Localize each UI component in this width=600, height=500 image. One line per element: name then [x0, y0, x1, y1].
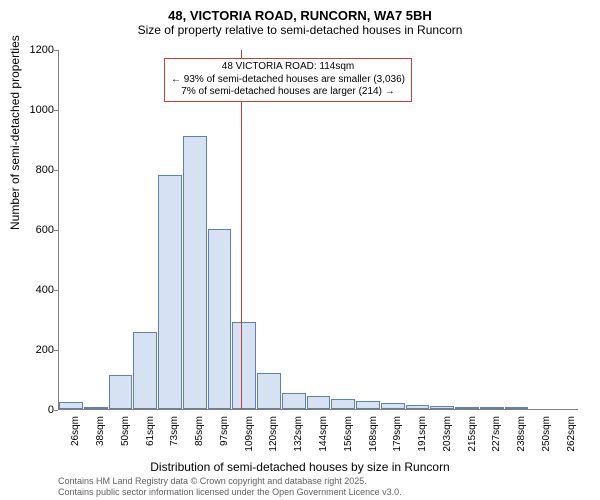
- histogram-bar: [282, 393, 306, 410]
- footer-line-1: Contains HM Land Registry data © Crown c…: [58, 476, 402, 487]
- chart-area: 48 VICTORIA ROAD: 114sqm← 93% of semi-de…: [58, 50, 578, 410]
- x-tick-label: 144sqm: [318, 416, 329, 456]
- x-tick-label: 203sqm: [442, 416, 453, 456]
- histogram-bar: [406, 405, 430, 409]
- histogram-bar: [257, 373, 281, 409]
- y-axis-label: Number of semi-detached properties: [8, 35, 22, 230]
- histogram-bar: [455, 407, 479, 409]
- x-tick-label: 250sqm: [541, 416, 552, 456]
- y-tick-label: 400: [26, 284, 54, 296]
- y-tick-mark: [54, 290, 58, 291]
- y-tick-label: 0: [26, 404, 54, 416]
- histogram-bar: [430, 406, 454, 409]
- annotation-line: 7% of semi-detached houses are larger (2…: [171, 86, 405, 99]
- footer: Contains HM Land Registry data © Crown c…: [58, 476, 402, 498]
- y-tick-label: 800: [26, 164, 54, 176]
- x-tick-label: 132sqm: [293, 416, 304, 456]
- x-tick-label: 109sqm: [244, 416, 255, 456]
- y-tick-mark: [54, 50, 58, 51]
- histogram-bar: [133, 332, 157, 409]
- x-tick-label: 191sqm: [417, 416, 428, 456]
- histogram-bar: [331, 399, 355, 409]
- y-tick-mark: [54, 110, 58, 111]
- histogram-bar: [307, 396, 331, 409]
- histogram-bar: [158, 175, 182, 409]
- histogram-bar: [356, 401, 380, 409]
- x-tick-label: 120sqm: [268, 416, 279, 456]
- x-tick-label: 50sqm: [120, 416, 131, 456]
- page-subtitle: Size of property relative to semi-detach…: [0, 23, 600, 37]
- histogram-bar: [84, 407, 108, 409]
- y-tick-mark: [54, 170, 58, 171]
- x-tick-label: 61sqm: [145, 416, 156, 456]
- annotation-line: ← 93% of semi-detached houses are smalle…: [171, 74, 405, 87]
- plot-area: 48 VICTORIA ROAD: 114sqm← 93% of semi-de…: [58, 50, 578, 410]
- page-title: 48, VICTORIA ROAD, RUNCORN, WA7 5BH: [0, 8, 600, 23]
- y-tick-label: 1000: [26, 104, 54, 116]
- histogram-bar: [59, 402, 83, 409]
- x-tick-label: 262sqm: [566, 416, 577, 456]
- footer-line-2: Contains public sector information licen…: [58, 487, 402, 498]
- x-tick-label: 227sqm: [491, 416, 502, 456]
- y-tick-label: 600: [26, 224, 54, 236]
- histogram-bar: [232, 322, 256, 409]
- y-tick-mark: [54, 230, 58, 231]
- reference-line: [241, 50, 242, 409]
- y-tick-label: 1200: [26, 44, 54, 56]
- y-tick-label: 200: [26, 344, 54, 356]
- histogram-bar: [505, 407, 529, 409]
- annotation-line: 48 VICTORIA ROAD: 114sqm: [171, 61, 405, 74]
- x-tick-label: 73sqm: [169, 416, 180, 456]
- histogram-bar: [183, 136, 207, 409]
- y-tick-mark: [54, 350, 58, 351]
- histogram-bar: [480, 407, 504, 409]
- x-tick-label: 238sqm: [516, 416, 527, 456]
- y-tick-mark: [54, 410, 58, 411]
- x-tick-label: 97sqm: [219, 416, 230, 456]
- x-tick-label: 26sqm: [70, 416, 81, 456]
- x-tick-label: 85sqm: [194, 416, 205, 456]
- x-tick-label: 179sqm: [392, 416, 403, 456]
- x-axis-label: Distribution of semi-detached houses by …: [0, 460, 600, 474]
- annotation-box: 48 VICTORIA ROAD: 114sqm← 93% of semi-de…: [164, 58, 412, 102]
- histogram-bar: [208, 229, 232, 409]
- x-tick-label: 168sqm: [368, 416, 379, 456]
- histogram-bar: [381, 403, 405, 409]
- x-tick-label: 215sqm: [467, 416, 478, 456]
- x-tick-label: 156sqm: [343, 416, 354, 456]
- histogram-bar: [109, 375, 133, 410]
- x-tick-label: 38sqm: [95, 416, 106, 456]
